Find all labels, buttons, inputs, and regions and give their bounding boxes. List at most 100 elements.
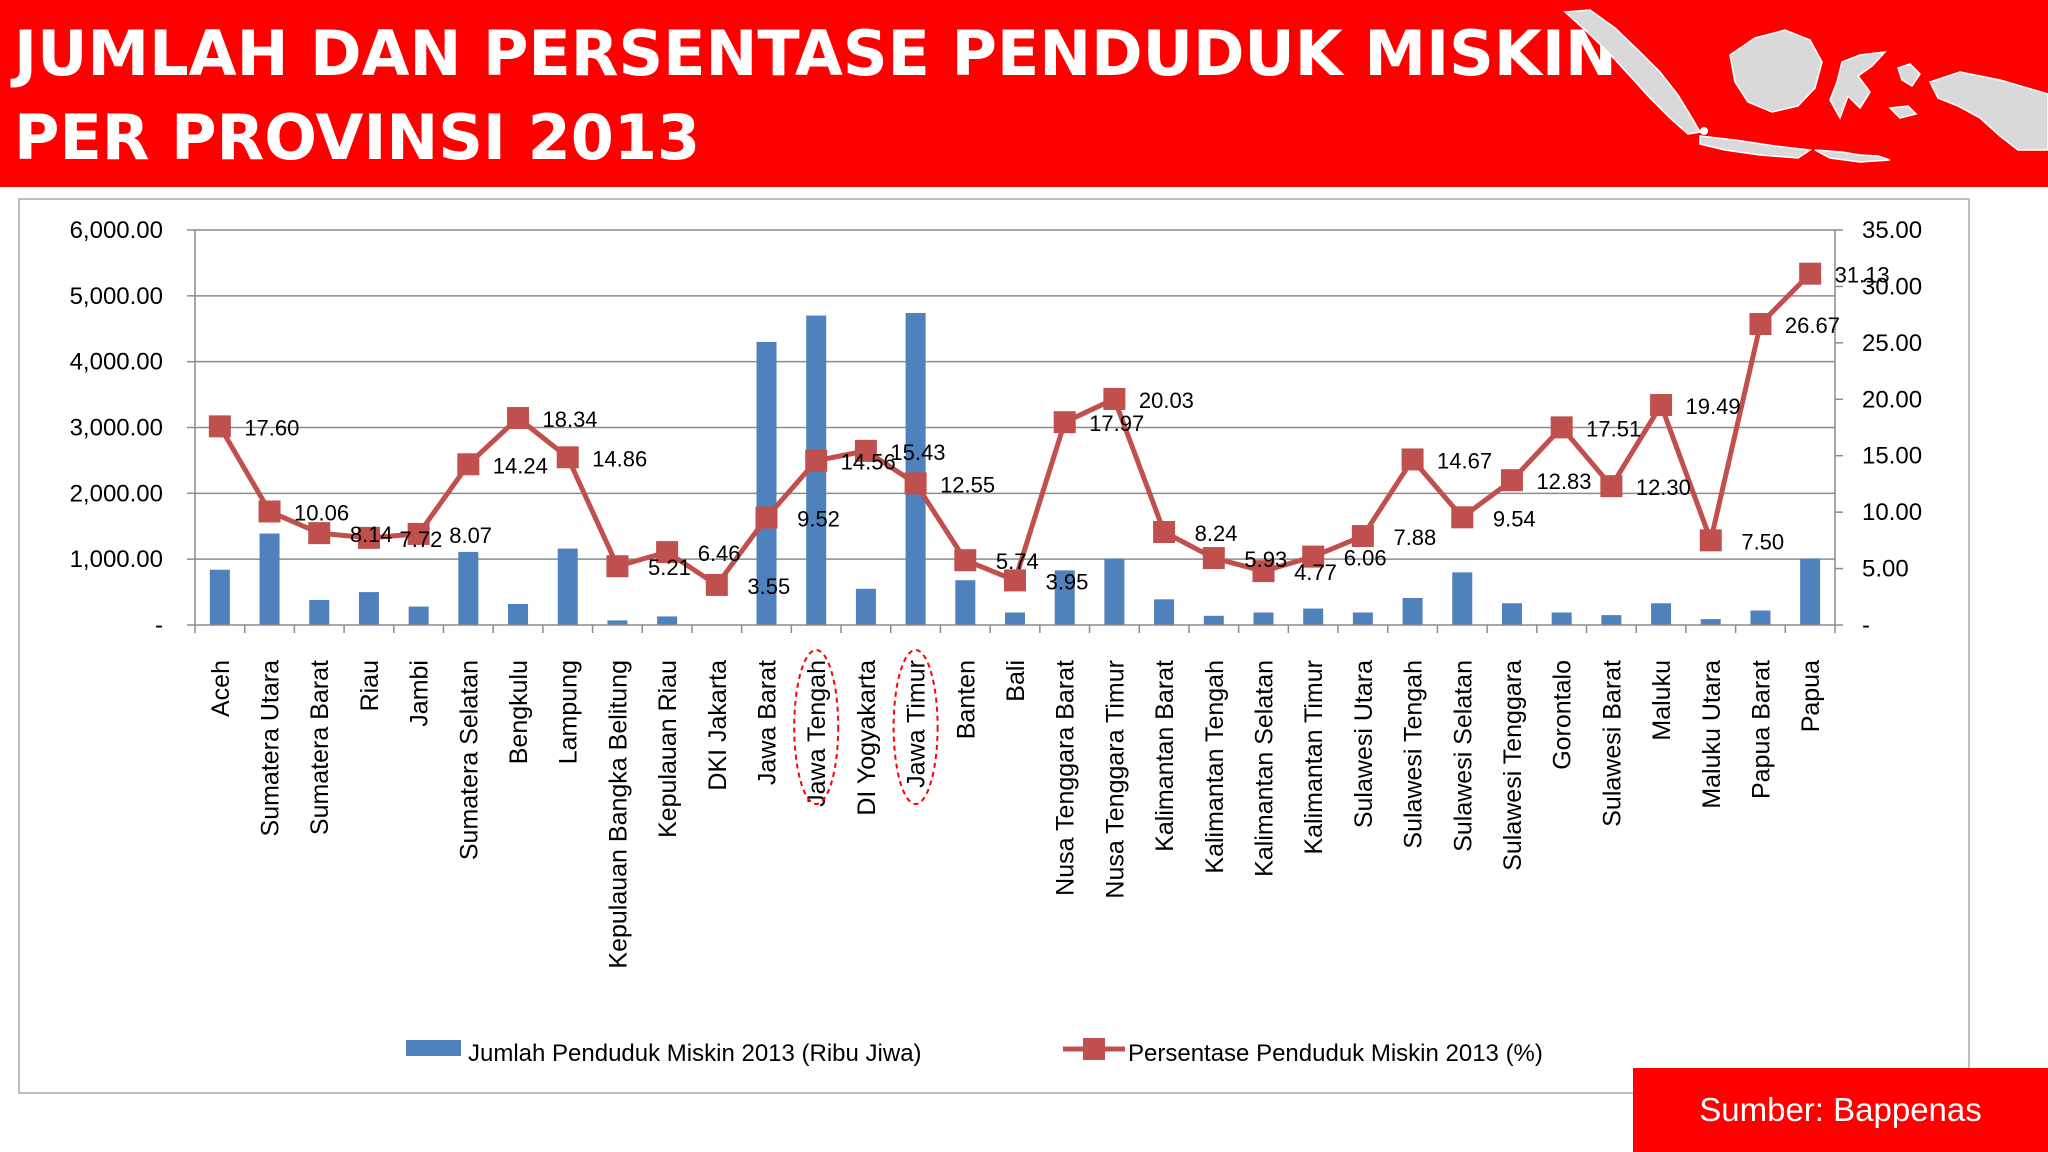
category-label: Riau <box>356 660 384 711</box>
line-marker <box>1600 475 1623 498</box>
bar <box>1054 570 1075 625</box>
line-marker <box>705 573 728 596</box>
line-marker <box>507 407 530 430</box>
y-right-tick-label: 30.00 <box>1862 273 1922 300</box>
point-label: 17.97 <box>1089 411 1144 436</box>
line-marker <box>1351 525 1374 548</box>
point-label: 6.06 <box>1344 546 1387 571</box>
category-label: Sulawesi Utara <box>1350 660 1378 828</box>
point-label: 17.60 <box>244 415 299 440</box>
line-marker <box>854 439 877 462</box>
line-marker <box>457 453 480 476</box>
bar <box>1253 612 1274 625</box>
bar <box>1800 558 1821 625</box>
bar <box>557 548 578 625</box>
category-label: Kepulauan Riau <box>654 660 682 838</box>
point-label: 9.52 <box>797 507 840 532</box>
bar <box>905 312 926 625</box>
point-label: 9.54 <box>1493 506 1536 531</box>
y-right-tick-label: 20.00 <box>1862 386 1922 413</box>
point-label: 14.67 <box>1437 448 1492 473</box>
line-marker <box>1153 521 1176 544</box>
line-marker <box>805 449 828 472</box>
line-marker <box>1004 569 1026 592</box>
bar <box>358 592 379 625</box>
header-banner: JUMLAH DAN PERSENTASE PENDUDUK MISKIN PE… <box>0 0 2048 187</box>
point-label: 14.24 <box>493 453 548 478</box>
bar <box>1104 558 1125 625</box>
category-label: Sulawesi Tenggara <box>1499 660 1527 871</box>
point-label: 20.03 <box>1139 388 1194 413</box>
highlight-ellipse <box>892 649 939 805</box>
category-label: Jawa Timur <box>903 660 931 788</box>
category-label: Kalimantan Timur <box>1300 660 1328 855</box>
y-right-tick-label: 25.00 <box>1862 330 1922 357</box>
category-label: Kalimantan Tengah <box>1201 660 1229 874</box>
bar <box>309 599 330 625</box>
bar <box>508 603 529 625</box>
line-marker <box>1401 448 1424 471</box>
category-label: Nusa Tenggara Timur <box>1101 660 1129 899</box>
line-marker <box>606 555 629 578</box>
bar <box>1303 608 1324 625</box>
bar <box>855 588 876 625</box>
category-label: Aceh <box>207 660 235 717</box>
category-label: Papua Barat <box>1747 660 1775 799</box>
line-marker <box>1550 416 1573 439</box>
point-label: 3.55 <box>747 574 790 599</box>
y-left-tick-label: 6,000.00 <box>70 217 163 244</box>
point-label: 5.74 <box>996 549 1039 574</box>
line-marker <box>1500 469 1523 492</box>
category-label: Kalimantan Barat <box>1151 660 1179 852</box>
y-right-tick-label: 15.00 <box>1862 443 1922 470</box>
category-label: Nusa Tenggara Barat <box>1052 660 1080 896</box>
bar <box>1452 572 1473 625</box>
category-label: Jambi <box>406 660 434 727</box>
category-label: Lampung <box>555 660 583 764</box>
category-label: Kepulauan Bangka Belitung <box>604 660 632 969</box>
bar <box>1651 603 1672 625</box>
bar <box>1601 615 1622 625</box>
line-marker <box>1053 411 1076 434</box>
category-label: Maluku Utara <box>1698 660 1726 809</box>
y-left-tick-label: 3,000.00 <box>70 415 163 442</box>
point-label: 14.56 <box>841 450 896 475</box>
category-label: Kalimantan Selatan <box>1250 660 1278 877</box>
point-label: 12.55 <box>940 472 995 497</box>
point-label: 8.07 <box>449 523 492 548</box>
category-label: DI Yogyakarta <box>853 660 881 816</box>
point-label: 26.67 <box>1785 313 1840 338</box>
bar <box>259 533 280 625</box>
chart-frame <box>18 198 1970 1094</box>
legend-marker-swatch <box>1083 1038 1105 1060</box>
line-marker <box>1799 262 1822 285</box>
bar <box>607 620 628 625</box>
category-label: DKI Jakarta <box>704 660 732 791</box>
title-line-2: PER PROVINSI 2013 <box>14 101 701 174</box>
y-right-tick-label: 5.00 <box>1862 556 1909 583</box>
bar <box>1501 603 1522 625</box>
line-marker <box>1451 506 1474 529</box>
line-marker <box>1252 560 1275 583</box>
bar <box>1700 619 1721 625</box>
line-marker <box>1302 545 1325 568</box>
point-label: 18.34 <box>542 407 597 432</box>
category-label: Papua <box>1797 660 1825 732</box>
line-marker <box>1650 394 1673 417</box>
category-label: Bali <box>1002 660 1030 702</box>
point-label: 10.06 <box>294 500 349 525</box>
point-label: 8.24 <box>1195 521 1238 546</box>
legend-bar-label: Jumlah Penduduk Miskin 2013 (Ribu Jiwa) <box>468 1040 922 1067</box>
point-label: 15.43 <box>890 440 945 465</box>
bar <box>1203 615 1224 625</box>
line-marker <box>1103 387 1126 410</box>
line-marker <box>656 541 679 564</box>
bar <box>408 606 429 625</box>
point-label: 14.86 <box>592 446 647 471</box>
category-label: Sulawesi Selatan <box>1449 660 1477 852</box>
y-right-tick-label: - <box>1862 612 1870 639</box>
bar <box>1154 599 1175 625</box>
point-label: 3.95 <box>1046 569 1089 594</box>
category-label: Bengkulu <box>505 660 533 764</box>
